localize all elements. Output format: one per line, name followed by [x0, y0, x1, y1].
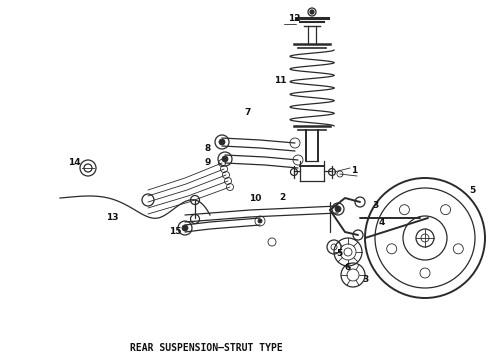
- Text: 13: 13: [106, 212, 118, 221]
- Text: 3: 3: [372, 201, 378, 210]
- Text: 5: 5: [469, 185, 475, 194]
- Circle shape: [310, 10, 314, 14]
- Text: 9: 9: [205, 158, 211, 166]
- Circle shape: [219, 139, 225, 145]
- Text: 7: 7: [245, 108, 251, 117]
- Text: REAR SUSPENSION–STRUT TYPE: REAR SUSPENSION–STRUT TYPE: [130, 343, 283, 353]
- Text: 12: 12: [288, 14, 300, 23]
- Text: 2: 2: [279, 193, 285, 202]
- Circle shape: [335, 206, 341, 212]
- Text: 6: 6: [345, 264, 351, 273]
- Text: 3: 3: [362, 275, 368, 284]
- Text: 14: 14: [68, 158, 80, 166]
- Text: 5: 5: [336, 248, 342, 257]
- Text: 4: 4: [379, 217, 385, 226]
- Text: 11: 11: [274, 76, 286, 85]
- Circle shape: [222, 156, 228, 162]
- Text: 10: 10: [249, 194, 261, 202]
- Text: 8: 8: [205, 144, 211, 153]
- Circle shape: [258, 219, 262, 223]
- Text: 1: 1: [351, 166, 357, 175]
- Circle shape: [182, 225, 188, 231]
- Text: 15: 15: [169, 226, 181, 235]
